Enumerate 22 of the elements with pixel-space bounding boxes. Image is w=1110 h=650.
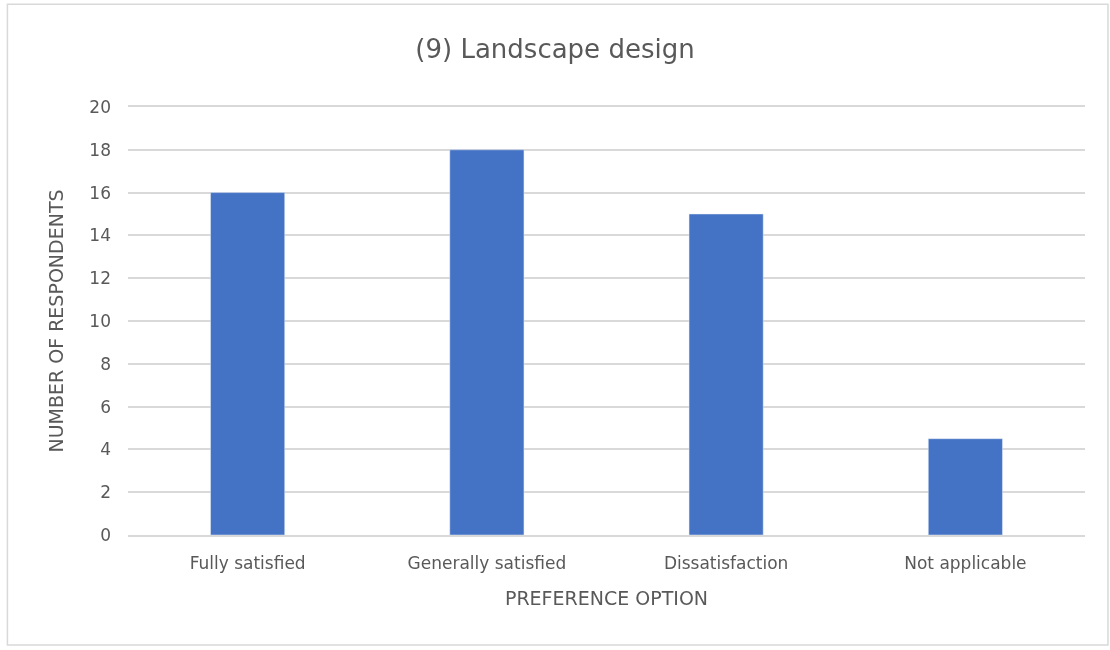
y-tick-label: 16 xyxy=(89,182,111,203)
bar xyxy=(688,213,764,535)
y-tick-label: 8 xyxy=(100,353,111,374)
x-axis-title: PREFERENCE OPTION xyxy=(504,587,709,610)
bar xyxy=(928,438,1003,535)
y-tick-label: 18 xyxy=(89,139,111,160)
y-tick-label: 6 xyxy=(100,396,111,417)
x-tick-label: Not applicable xyxy=(904,553,1027,574)
x-tick-label: Fully satisfied xyxy=(189,553,306,574)
y-tick-label: 14 xyxy=(89,225,111,246)
bar xyxy=(210,192,285,535)
x-tick-label: Dissatisfaction xyxy=(663,553,789,574)
y-tick-label: 10 xyxy=(89,310,111,331)
bar xyxy=(449,149,525,535)
chart-title: (9) Landscape design xyxy=(415,33,695,64)
y-tick-label: 20 xyxy=(89,96,111,117)
y-tick-label: 12 xyxy=(89,268,111,289)
y-axis-title: NUMBER OF RESPONDENTS xyxy=(45,189,68,453)
y-tick-label: 0 xyxy=(100,524,111,545)
y-tick-label: 4 xyxy=(100,439,111,460)
x-tick-label: Generally satisfied xyxy=(407,553,567,574)
y-tick-label: 2 xyxy=(100,482,111,503)
